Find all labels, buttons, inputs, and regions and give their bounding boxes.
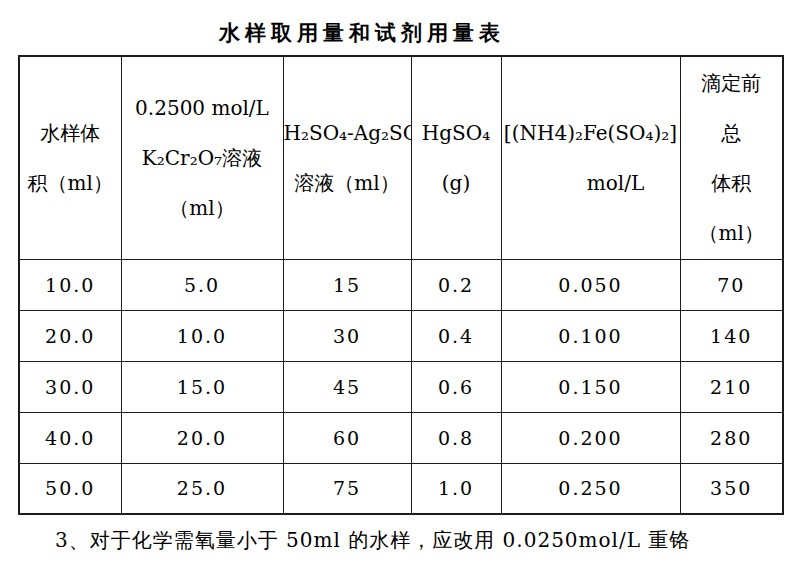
col-header-hgso4: HgSO₄ (g) [411, 56, 501, 259]
table-cell: 0.250 [501, 463, 680, 514]
table-cell: 1.0 [411, 463, 501, 514]
table-cell: 0.050 [501, 259, 680, 310]
header-line: mol/L [527, 158, 681, 208]
table-cell: 15.0 [121, 361, 283, 412]
header-line: 水样体 [20, 108, 121, 158]
col-header-water-sample-volume: 水样体 积（ml） [19, 56, 121, 259]
table-cell: 60 [283, 412, 411, 463]
col-header-h2so4-ag2so4-solution: H₂SO₄-Ag₂SO₄ 溶液（ml） [283, 56, 411, 259]
table-cell: 45 [283, 361, 411, 412]
table-cell: 140 [680, 310, 783, 361]
table-cell: 280 [680, 412, 783, 463]
table-cell: 0.2 [411, 259, 501, 310]
header-line: 积（ml） [20, 158, 121, 208]
header-line: HgSO₄ [412, 108, 501, 158]
header-line: 滴定前 [681, 58, 783, 108]
header-line: （ml） [681, 208, 783, 258]
table-cell: 0.100 [501, 310, 680, 361]
table-cell: 210 [680, 361, 783, 412]
header-line: 溶液（ml） [284, 158, 411, 208]
table-cell: 5.0 [121, 259, 283, 310]
table-cell: 30.0 [19, 361, 121, 412]
table-cell: 15 [283, 259, 411, 310]
table-header-row: 水样体 积（ml） 0.2500 mol/L K₂Cr₂O₇溶液 （ml） H₂… [19, 56, 783, 259]
table-cell: 30 [283, 310, 411, 361]
table-cell: 50.0 [19, 463, 121, 514]
header-line: (g) [412, 158, 501, 208]
table-cell: 75 [283, 463, 411, 514]
table-row: 50.0 25.0 75 1.0 0.250 350 [19, 463, 783, 514]
page-title: 水样取用量和试剂用量表 [0, 19, 724, 47]
reagent-dosage-table: 水样体 积（ml） 0.2500 mol/L K₂Cr₂O₇溶液 （ml） H₂… [18, 55, 784, 515]
header-line: [(NH4)₂Fe(SO₄)₂] [502, 108, 680, 158]
table-cell: 0.4 [411, 310, 501, 361]
table-cell: 0.8 [411, 412, 501, 463]
table-cell: 350 [680, 463, 783, 514]
table-cell: 70 [680, 259, 783, 310]
col-header-total-volume-before-titration: 滴定前 总 体积 （ml） [680, 56, 783, 259]
table-cell: 20.0 [19, 310, 121, 361]
table-row: 20.0 10.0 30 0.4 0.100 140 [19, 310, 783, 361]
header-line: K₂Cr₂O₇溶液 [122, 133, 283, 183]
table-cell: 20.0 [121, 412, 283, 463]
header-line: （ml） [122, 183, 283, 233]
table-cell: 10.0 [121, 310, 283, 361]
col-header-ammonium-ferrous-sulfate: [(NH4)₂Fe(SO₄)₂] mol/L [501, 56, 680, 259]
footnote-text: 3、对于化学需氧量小于 50ml 的水样，应改用 0.0250mol/L 重铬 [55, 527, 690, 554]
col-header-k2cr2o7-solution: 0.2500 mol/L K₂Cr₂O₇溶液 （ml） [121, 56, 283, 259]
header-line: 体积 [681, 158, 783, 208]
table-cell: 0.6 [411, 361, 501, 412]
table-cell: 0.150 [501, 361, 680, 412]
table-row: 40.0 20.0 60 0.8 0.200 280 [19, 412, 783, 463]
table-cell: 0.200 [501, 412, 680, 463]
table-cell: 40.0 [19, 412, 121, 463]
header-line: 0.2500 mol/L [122, 83, 283, 133]
header-line: 总 [681, 108, 783, 158]
header-line: H₂SO₄-Ag₂SO₄ [284, 108, 411, 158]
table-row: 30.0 15.0 45 0.6 0.150 210 [19, 361, 783, 412]
table-cell: 25.0 [121, 463, 283, 514]
table-row: 10.0 5.0 15 0.2 0.050 70 [19, 259, 783, 310]
table-cell: 10.0 [19, 259, 121, 310]
